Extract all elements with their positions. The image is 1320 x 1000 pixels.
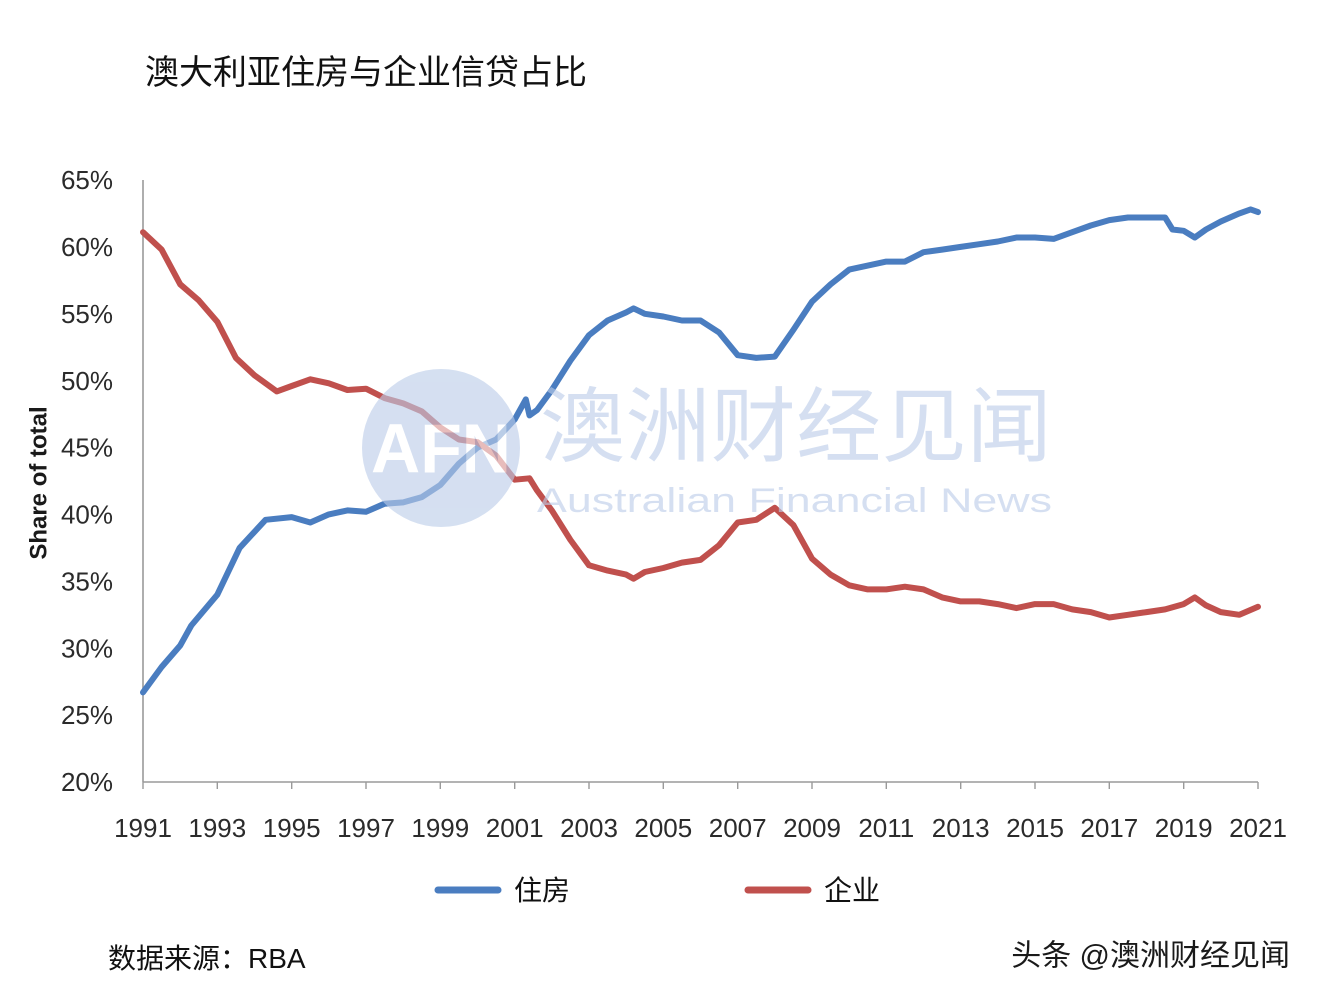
legend-item-business: 企业 [744,875,880,906]
y-tick-label: 35% [61,566,113,596]
x-tick-label: 2009 [783,813,841,843]
watermark-name-en: Australian Financial News [537,482,1052,520]
y-tick-label: 30% [61,633,113,663]
x-tick-label: 1995 [263,813,321,843]
x-tick-label: 2007 [709,813,767,843]
y-tick-label: 60% [61,232,113,262]
platform-credit: 头条 @澳洲财经见闻 [1011,940,1290,973]
x-tick-label: 2013 [932,813,990,843]
series-line-business [140,229,1261,621]
watermark-logo-circle [362,369,520,527]
y-tick-label: 55% [61,299,113,329]
x-tick-label: 2021 [1229,813,1287,843]
x-tick-label: 1993 [188,813,246,843]
x-tick-label: 2015 [1006,813,1064,843]
y-axis-label: Share of total [25,406,52,559]
y-tick-label: 65% [61,165,113,195]
series-line-housing [140,206,1261,696]
y-tick-label: 45% [61,433,113,463]
chart-title: 澳大利亚住房与企业信贷占比 [145,54,587,92]
y-tick-label: 50% [61,366,113,396]
data-source-note: 数据来源：RBA [108,943,306,974]
x-tick-label: 1991 [114,813,172,843]
legend-label-business: 企业 [824,875,880,906]
x-axis-ticks: 1991 1993 1995 1997 1999 2001 2003 2005 2007 2009… [114,782,1287,843]
watermark-logo-text: AFN [371,410,511,488]
x-tick-label: 1997 [337,813,395,843]
series-layer [140,206,1261,696]
x-tick-label: 2017 [1080,813,1138,843]
x-tick-label: 2001 [486,813,544,843]
legend-item-housing: 住房 [434,875,570,906]
x-tick-label: 1999 [411,813,469,843]
watermark-name-zh: 澳洲财经见闻 [540,382,1052,473]
y-tick-label: 20% [61,767,113,797]
y-tick-label: 40% [61,500,113,530]
x-tick-label: 2003 [560,813,618,843]
y-tick-label: 25% [61,700,113,730]
x-tick-label: 2011 [858,813,914,843]
x-tick-label: 2019 [1155,813,1213,843]
y-axis-ticks: 20% 25% 30% 35% 40% 45% 50% 55% 60% 65% [61,165,113,797]
watermark: AFN 澳洲财经见闻 Australian Financial News [362,369,1052,527]
legend-label-housing: 住房 [514,875,570,906]
legend: 住房 企业 [434,875,880,906]
x-tick-label: 2005 [634,813,692,843]
